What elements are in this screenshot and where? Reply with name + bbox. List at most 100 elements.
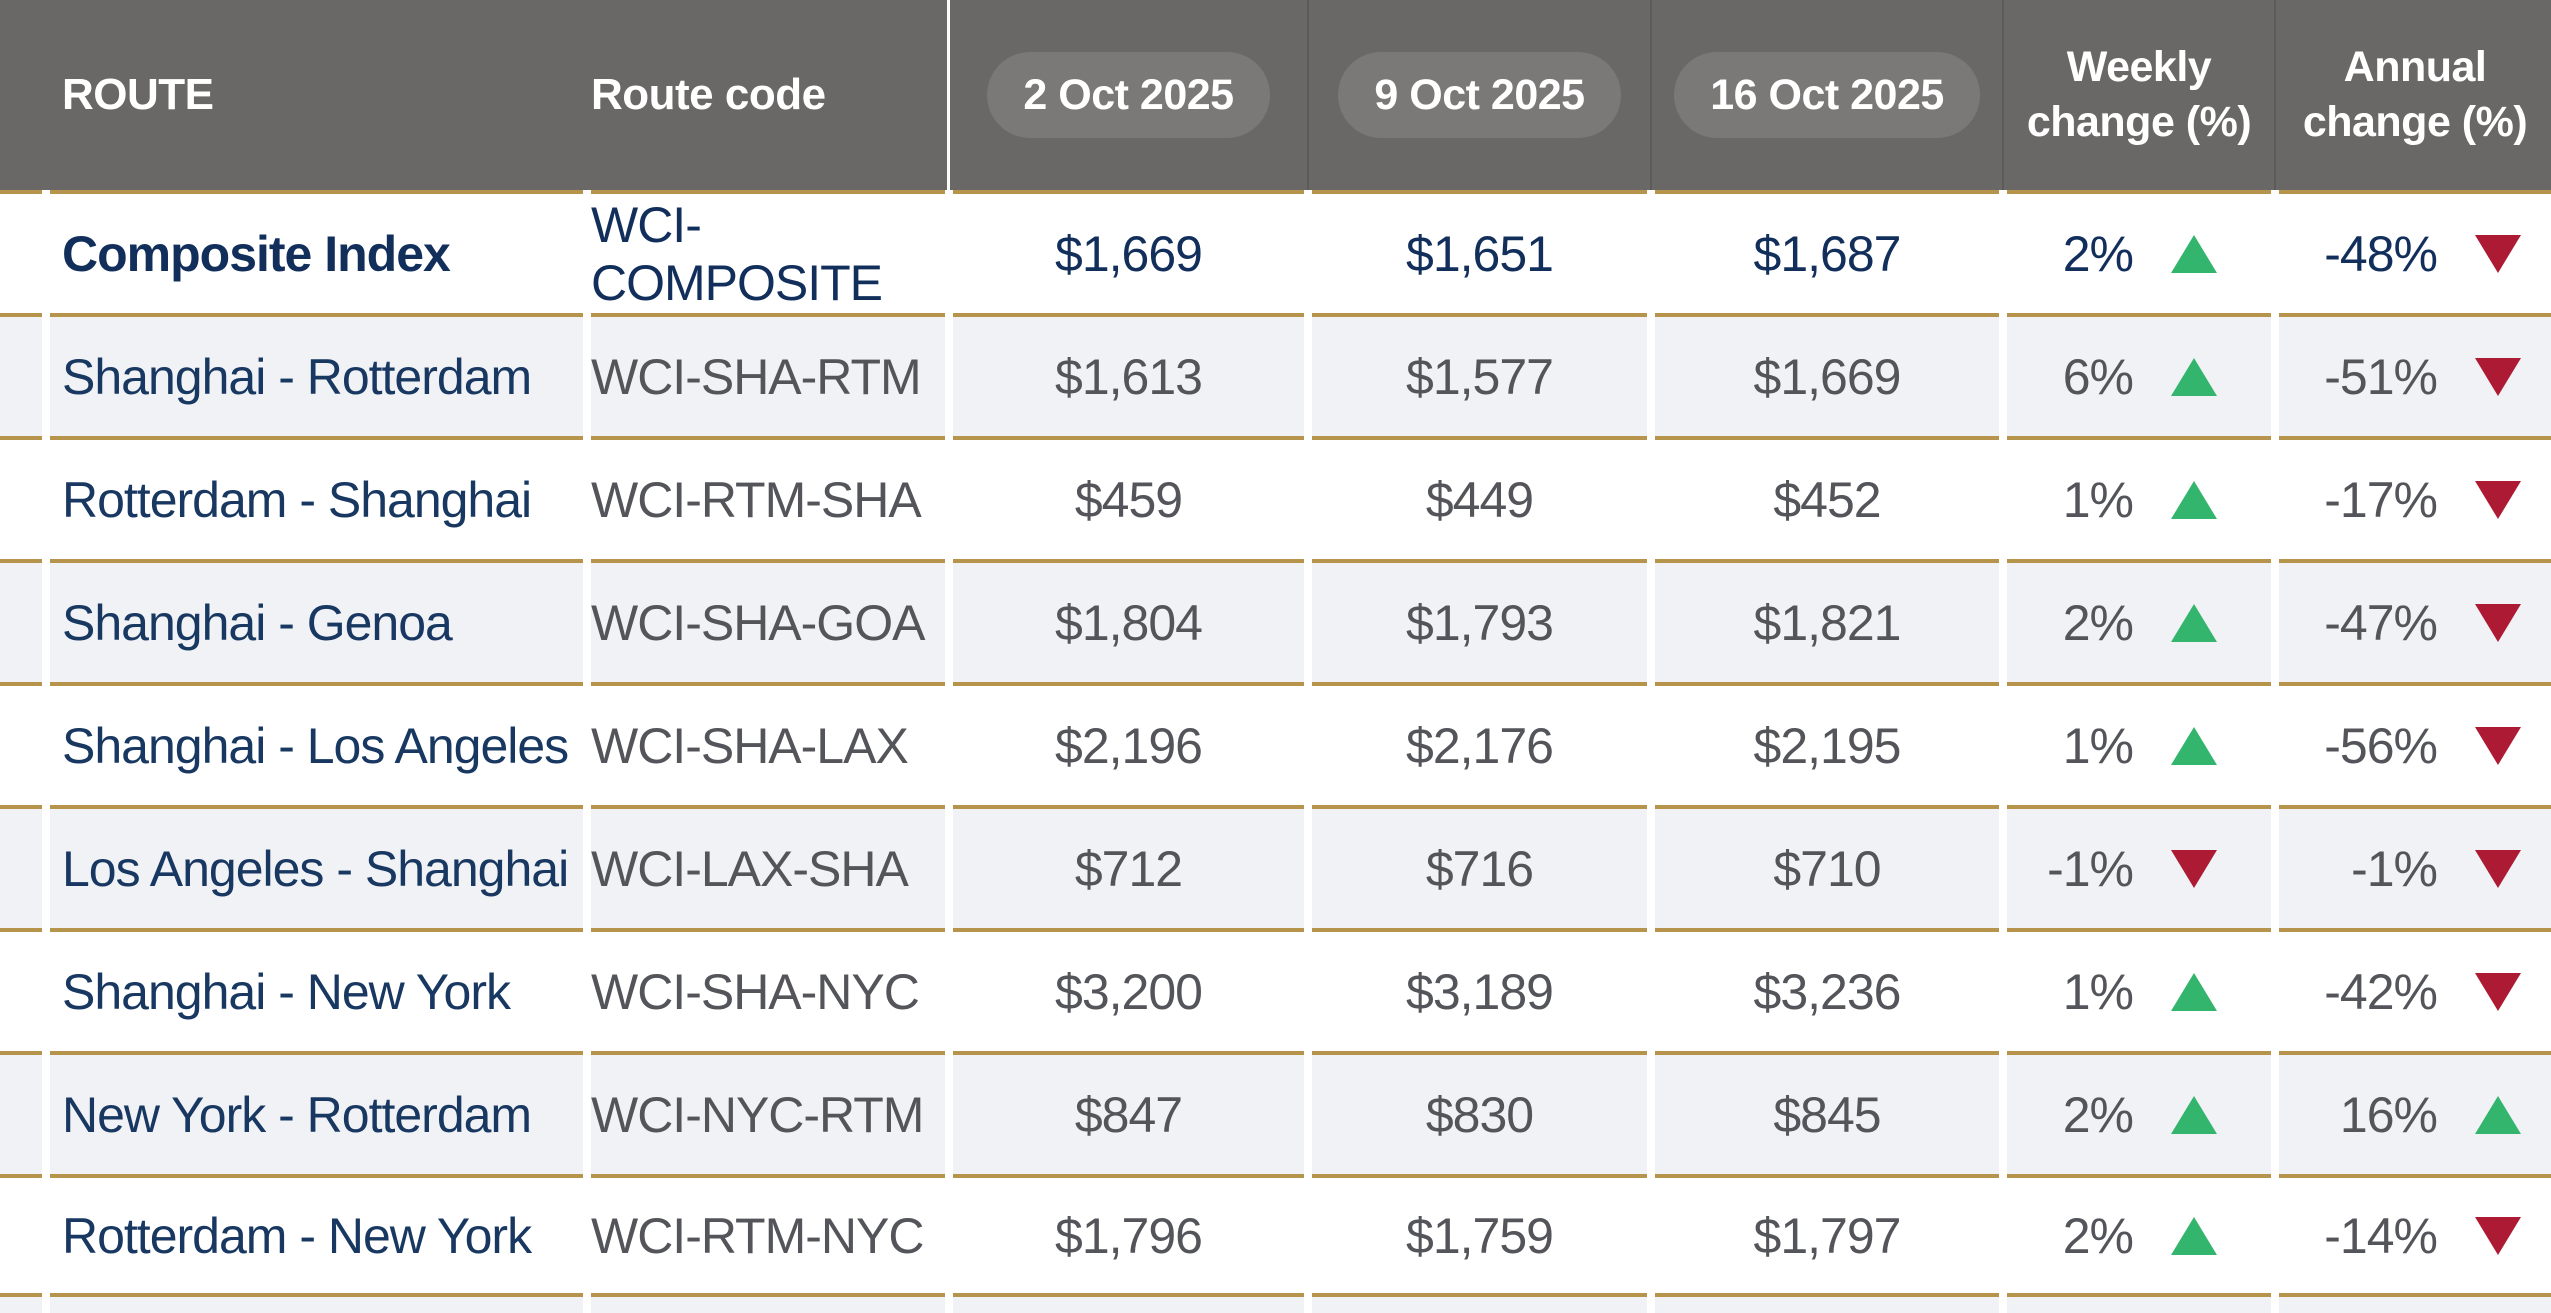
table-body: Composite Index WCI-COMPOSITE $1,669 $1,… xyxy=(0,190,2551,1297)
route-name-cell: Los Angeles - Shanghai xyxy=(50,805,583,928)
route-name: Los Angeles - Shanghai xyxy=(62,840,569,897)
route-name: Shanghai - Los Angeles xyxy=(62,717,569,774)
route-code-cell: WCI-RTM-NYC xyxy=(591,1174,945,1297)
price-value: $3,236 xyxy=(1753,963,1902,1020)
route-code: WCI-NYC-RTM xyxy=(591,1086,924,1143)
down-triangle-icon xyxy=(2475,726,2521,765)
up-triangle-icon xyxy=(2171,234,2217,273)
table-header: ROUTE Route code 2 Oct 2025 9 Oct 2025 1… xyxy=(0,0,2551,190)
table-row: Shanghai - Genoa WCI-SHA-GOA $1,804 $1,7… xyxy=(0,559,2551,682)
route-code-cell: WCI-LAX-SHA xyxy=(591,805,945,928)
date-pill: 9 Oct 2025 xyxy=(1338,52,1621,138)
down-triangle-icon xyxy=(2475,480,2521,519)
annual-change-cell: -17% xyxy=(2279,436,2551,559)
weekly-change-cell: 6% xyxy=(2007,313,2271,436)
price-cell-week1: $712 xyxy=(953,805,1304,928)
route-code-column-label: Route code xyxy=(591,70,826,119)
annual-change-value: -51% xyxy=(2324,348,2438,405)
price-cell-week3: $2,195 xyxy=(1655,682,1999,805)
weekly-change-cell: 1% xyxy=(2007,682,2271,805)
weekly-change-value: 2% xyxy=(2062,225,2134,282)
up-triangle-icon xyxy=(2171,1216,2217,1255)
table-row: Shanghai - New York WCI-SHA-NYC $3,200 $… xyxy=(0,928,2551,1051)
route-code-cell: WCI-SHA-LAX xyxy=(591,682,945,805)
price-value: $1,759 xyxy=(1406,1207,1554,1264)
price-value: $830 xyxy=(1425,1086,1534,1143)
up-triangle-icon xyxy=(2171,726,2217,765)
price-value: $2,195 xyxy=(1753,717,1902,774)
row-spacer-cell xyxy=(0,436,42,559)
up-triangle-icon xyxy=(2171,603,2217,642)
price-cell-week2: $716 xyxy=(1312,805,1647,928)
route-code-cell: WCI-SHA-RTM xyxy=(591,313,945,436)
annual-change-label-line1: Annual xyxy=(2343,42,2487,91)
bottom-row-sliver xyxy=(0,1297,2551,1313)
table-row: Shanghai - Rotterdam WCI-SHA-RTM $1,613 … xyxy=(0,313,2551,436)
weekly-change-value: 1% xyxy=(2062,717,2134,774)
annual-change-cell: -42% xyxy=(2279,928,2551,1051)
route-code-column-header: Route code xyxy=(591,0,945,190)
price-value: $1,687 xyxy=(1753,225,1902,282)
price-cell-week2: $1,793 xyxy=(1312,559,1647,682)
table-row: Rotterdam - Shanghai WCI-RTM-SHA $459 $4… xyxy=(0,436,2551,559)
row-spacer-cell xyxy=(0,559,42,682)
route-code-cell: WCI-RTM-SHA xyxy=(591,436,945,559)
route-code: WCI-COMPOSITE xyxy=(591,196,883,311)
route-name-cell: New York - Rotterdam xyxy=(50,1051,583,1174)
date-pill: 16 Oct 2025 xyxy=(1674,52,1980,138)
date-column-header-1: 2 Oct 2025 xyxy=(947,0,1304,190)
row-spacer-cell xyxy=(0,190,42,313)
price-cell-week2: $449 xyxy=(1312,436,1647,559)
annual-change-value: -1% xyxy=(2351,840,2438,897)
row-spacer-cell xyxy=(0,682,42,805)
price-cell-week3: $1,687 xyxy=(1655,190,1999,313)
route-name: Shanghai - Rotterdam xyxy=(62,348,532,405)
price-cell-week3: $1,821 xyxy=(1655,559,1999,682)
weekly-change-label-line2: change (%) xyxy=(2026,98,2252,146)
row-spacer-cell xyxy=(0,928,42,1051)
weekly-change-value: 6% xyxy=(2062,348,2134,405)
price-cell-week2: $1,759 xyxy=(1312,1174,1647,1297)
price-cell-week1: $847 xyxy=(953,1051,1304,1174)
price-value: $2,176 xyxy=(1406,717,1554,774)
table-row: Los Angeles - Shanghai WCI-LAX-SHA $712 … xyxy=(0,805,2551,928)
route-name-cell: Shanghai - Los Angeles xyxy=(50,682,583,805)
route-name-cell: Composite Index xyxy=(50,190,583,313)
row-spacer-cell xyxy=(0,313,42,436)
route-code-cell: WCI-COMPOSITE xyxy=(591,190,945,313)
route-code: WCI-SHA-LAX xyxy=(591,717,909,774)
route-name-cell: Rotterdam - Shanghai xyxy=(50,436,583,559)
price-value: $1,796 xyxy=(1055,1207,1203,1264)
route-code: WCI-SHA-GOA xyxy=(591,594,925,651)
price-value: $847 xyxy=(1074,1086,1183,1143)
route-name: New York - Rotterdam xyxy=(62,1086,532,1143)
route-name: Rotterdam - Shanghai xyxy=(62,471,532,528)
price-value: $452 xyxy=(1773,471,1881,528)
route-code: WCI-RTM-NYC xyxy=(591,1207,924,1264)
weekly-change-cell: 1% xyxy=(2007,928,2271,1051)
price-value: $449 xyxy=(1425,471,1534,528)
price-value: $1,804 xyxy=(1055,594,1203,651)
annual-change-cell: -14% xyxy=(2279,1174,2551,1297)
date-pill: 2 Oct 2025 xyxy=(987,52,1270,138)
weekly-change-cell: 2% xyxy=(2007,190,2271,313)
price-value: $710 xyxy=(1773,840,1881,897)
price-cell-week1: $2,196 xyxy=(953,682,1304,805)
route-code: WCI-LAX-SHA xyxy=(591,840,909,897)
annual-change-value: -47% xyxy=(2324,594,2438,651)
weekly-change-value: 1% xyxy=(2062,963,2134,1020)
route-code-cell: WCI-SHA-GOA xyxy=(591,559,945,682)
weekly-change-cell: 2% xyxy=(2007,1051,2271,1174)
price-cell-week1: $3,200 xyxy=(953,928,1304,1051)
annual-change-value: 16% xyxy=(2339,1086,2438,1143)
route-name: Composite Index xyxy=(62,225,451,282)
price-cell-week3: $452 xyxy=(1655,436,1999,559)
price-cell-week1: $459 xyxy=(953,436,1304,559)
weekly-change-cell: -1% xyxy=(2007,805,2271,928)
route-name: Shanghai - New York xyxy=(62,963,511,1020)
route-column-header: ROUTE xyxy=(50,0,583,190)
price-cell-week3: $1,669 xyxy=(1655,313,1999,436)
price-value: $712 xyxy=(1074,840,1183,897)
date-column-header-3: 16 Oct 2025 xyxy=(1650,0,1999,190)
annual-change-cell: -56% xyxy=(2279,682,2551,805)
